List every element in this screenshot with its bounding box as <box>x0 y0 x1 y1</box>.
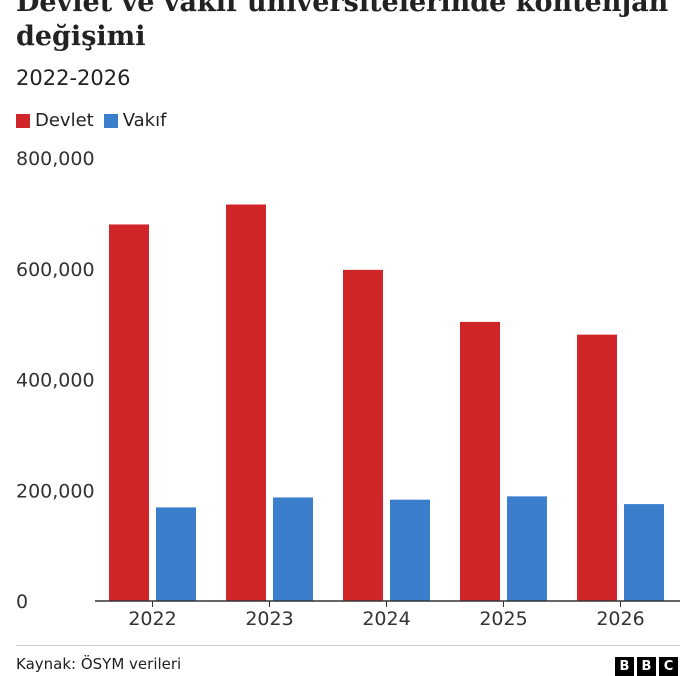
source-note: Kaynak: ÖSYM verileri <box>16 655 182 673</box>
bar-vakif <box>624 504 664 601</box>
legend-swatch-vakif <box>103 113 118 128</box>
legend-label-devlet: Devlet <box>35 110 94 131</box>
legend-swatch-devlet <box>16 113 30 128</box>
bar-vakif <box>390 499 430 601</box>
x-tick-label: 2026 <box>596 608 644 630</box>
logo-letter: C <box>659 657 678 676</box>
bar-vakif <box>273 497 313 601</box>
x-tick-label: 2022 <box>128 608 176 630</box>
y-tick-label: 200,000 <box>16 480 95 502</box>
y-tick-label: 600,000 <box>16 259 95 281</box>
bar-devlet <box>577 334 617 601</box>
y-tick-label: 400,000 <box>16 370 95 392</box>
bar-vakif <box>507 496 547 601</box>
legend-item-vakif: Vakıf <box>103 110 167 131</box>
bar-devlet <box>109 224 149 601</box>
legend-label-vakif: Vakıf <box>122 110 167 131</box>
legend-item-devlet: Devlet <box>16 110 94 131</box>
bar-devlet <box>460 321 500 601</box>
bar-vakif <box>156 507 196 601</box>
x-tick-label: 2025 <box>479 608 527 630</box>
y-tick-label: 800,000 <box>16 148 95 170</box>
logo-letter: B <box>637 657 656 676</box>
x-tick-label: 2024 <box>362 608 410 630</box>
logo-letter: B <box>615 657 634 676</box>
bbc-logo: B B C <box>615 657 678 676</box>
footer-divider <box>16 645 680 646</box>
x-tick-label: 2023 <box>245 608 293 630</box>
y-tick-label: 0 <box>16 591 28 613</box>
chart-title: Devlet ve vakıf üniversitelerinde konten… <box>16 0 669 52</box>
bar-devlet <box>226 204 266 601</box>
legend: Devlet Vakıf <box>16 110 166 131</box>
chart-subtitle: 2022-2026 <box>16 66 131 90</box>
bar-devlet <box>343 269 383 601</box>
